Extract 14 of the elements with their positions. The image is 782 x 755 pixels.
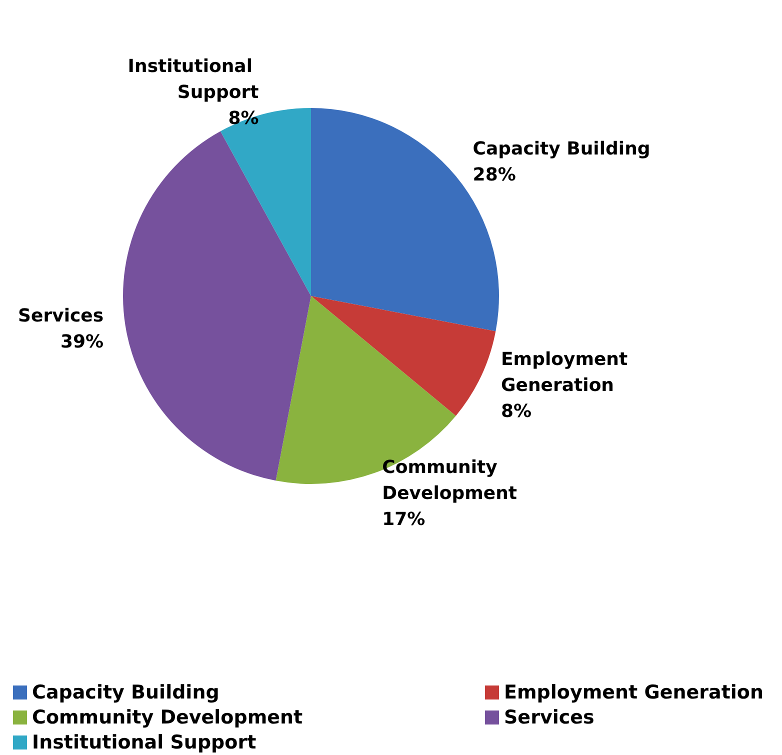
legend-label: Services bbox=[504, 706, 594, 728]
legend-label: Capacity Building bbox=[32, 682, 220, 704]
data-label: 39% bbox=[60, 331, 104, 352]
slice-label: Institutional Support bbox=[128, 56, 260, 104]
slice-label: Capacity Building bbox=[472, 138, 650, 160]
slice-label: Services bbox=[18, 305, 104, 326]
legend-label: Community Development bbox=[32, 706, 303, 728]
legend-label: Employment Generation bbox=[504, 682, 764, 704]
data-label: 28% bbox=[472, 164, 516, 186]
slice-label: Community Development bbox=[382, 457, 518, 504]
slice-label: Employment Generation bbox=[501, 348, 634, 396]
data-label: 8% bbox=[501, 400, 532, 422]
data-label: 17% bbox=[382, 509, 426, 530]
legend-label: Institutional Support bbox=[32, 732, 256, 754]
